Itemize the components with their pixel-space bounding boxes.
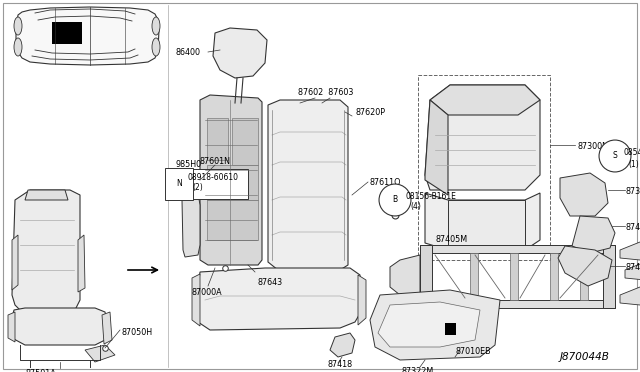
Polygon shape (16, 7, 159, 65)
Polygon shape (430, 85, 540, 115)
Polygon shape (8, 312, 15, 342)
Polygon shape (207, 165, 258, 200)
Polygon shape (12, 235, 18, 290)
Polygon shape (192, 274, 200, 326)
Polygon shape (12, 190, 80, 312)
Polygon shape (268, 100, 348, 270)
Polygon shape (625, 262, 640, 280)
Polygon shape (560, 173, 608, 216)
Polygon shape (470, 253, 478, 300)
Polygon shape (445, 323, 456, 335)
Polygon shape (196, 268, 362, 330)
Text: 87406M: 87406M (626, 223, 640, 232)
Text: 87405M: 87405M (435, 235, 467, 244)
Text: 87300M: 87300M (577, 142, 609, 151)
Text: 87620P: 87620P (355, 108, 385, 117)
Text: 985H0: 985H0 (175, 160, 201, 169)
Text: 87000A: 87000A (192, 288, 223, 297)
Polygon shape (620, 287, 640, 305)
Polygon shape (207, 118, 228, 160)
Polygon shape (200, 95, 262, 265)
Text: 87010EB: 87010EB (455, 347, 491, 356)
Text: N: N (176, 180, 182, 189)
Polygon shape (378, 302, 480, 347)
FancyBboxPatch shape (174, 169, 248, 199)
Polygon shape (102, 312, 112, 344)
Text: (1): (1) (628, 160, 639, 169)
Text: 86400: 86400 (175, 48, 200, 57)
Text: 08543-51242: 08543-51242 (623, 148, 640, 157)
Polygon shape (213, 28, 267, 78)
Polygon shape (425, 193, 540, 250)
Polygon shape (550, 253, 558, 300)
Polygon shape (420, 300, 615, 308)
Text: 08156-B161E: 08156-B161E (405, 192, 456, 201)
Text: (2): (2) (192, 183, 203, 192)
Bar (418, 75, 550, 260)
Ellipse shape (14, 38, 22, 56)
Polygon shape (425, 100, 448, 195)
Polygon shape (78, 235, 85, 292)
Polygon shape (572, 216, 615, 253)
Polygon shape (580, 253, 588, 300)
Text: 08918-60610: 08918-60610 (188, 173, 239, 182)
Polygon shape (330, 333, 355, 357)
Polygon shape (85, 345, 115, 362)
Text: 87440: 87440 (626, 263, 640, 272)
Text: J870044B: J870044B (560, 352, 610, 362)
Polygon shape (448, 200, 525, 250)
Polygon shape (425, 85, 540, 190)
Text: 87602  87603: 87602 87603 (298, 88, 353, 97)
Polygon shape (420, 245, 615, 253)
Polygon shape (358, 275, 366, 325)
Text: 87611Q: 87611Q (370, 178, 401, 187)
Polygon shape (620, 242, 640, 260)
Text: 87643: 87643 (258, 278, 283, 287)
Polygon shape (603, 245, 615, 308)
Polygon shape (558, 246, 612, 286)
Text: 87601N: 87601N (200, 157, 231, 166)
Text: 87501A: 87501A (25, 369, 56, 372)
Text: S: S (612, 151, 618, 160)
Text: B: B (392, 196, 397, 205)
Polygon shape (25, 190, 68, 200)
Ellipse shape (14, 17, 22, 35)
Text: (4): (4) (410, 202, 421, 211)
Polygon shape (10, 308, 108, 345)
Polygon shape (182, 193, 200, 257)
Text: 87331N: 87331N (626, 187, 640, 196)
Text: 87322M: 87322M (402, 367, 435, 372)
Text: 87418: 87418 (328, 360, 353, 369)
Polygon shape (207, 200, 258, 240)
Text: 87050H: 87050H (121, 328, 152, 337)
Polygon shape (390, 255, 420, 300)
Polygon shape (510, 253, 518, 300)
Polygon shape (420, 245, 432, 308)
Ellipse shape (152, 17, 160, 35)
Polygon shape (52, 22, 82, 44)
Polygon shape (232, 118, 258, 165)
Polygon shape (370, 290, 500, 360)
Ellipse shape (152, 38, 160, 56)
